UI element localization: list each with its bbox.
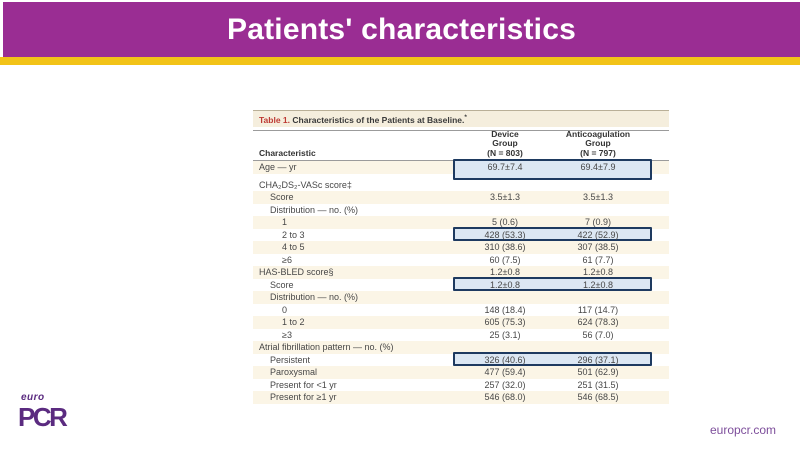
row-label: 1 bbox=[282, 217, 288, 228]
row-label: Age — yr bbox=[259, 162, 297, 173]
logo-pcr-text: PCR bbox=[18, 402, 68, 432]
table-row: Atrial fibrillation pattern — no. (%) bbox=[253, 341, 669, 354]
device-group-value: 310 (38.6) bbox=[484, 242, 526, 253]
table-row: Age — yr 69.7±7.4 69.4±7.9 bbox=[253, 159, 669, 180]
row-label: Distribution — no. (%) bbox=[270, 204, 359, 215]
device-group-value: 1.2±0.8 bbox=[490, 279, 520, 290]
highlight-box bbox=[453, 351, 652, 366]
table-row: Distribution — no. (%) bbox=[253, 291, 669, 304]
table-row: ≥3 25 (3.1) 56 (7.0) bbox=[253, 329, 669, 342]
title-banner: Patients' characteristics bbox=[3, 2, 800, 57]
slide-title: Patients' characteristics bbox=[227, 12, 576, 46]
anticoagulation-group-value: 117 (14.7) bbox=[577, 304, 619, 315]
row-label: CHA₂DS₂-VASc score‡ bbox=[259, 179, 352, 190]
anticoagulation-group-value: 501 (62.9) bbox=[577, 367, 619, 378]
row-label: Score bbox=[270, 192, 294, 203]
highlight-box bbox=[453, 276, 652, 291]
table-label: Table 1. bbox=[259, 114, 291, 125]
table-row: CHA₂DS₂-VASc score‡ bbox=[253, 179, 669, 192]
characteristic-header: Characteristic bbox=[259, 148, 316, 158]
highlight-box bbox=[453, 226, 652, 241]
table-row: 1 5 (0.6) 7 (0.9) bbox=[253, 216, 669, 229]
device-group-value: 326 (40.6) bbox=[484, 354, 526, 365]
row-label: HAS-BLED score§ bbox=[259, 267, 334, 278]
anticoagulation-group-value: 624 (78.3) bbox=[577, 317, 619, 328]
device-group-value: 257 (32.0) bbox=[484, 379, 526, 390]
europcr-logo: euro PCR bbox=[18, 392, 68, 432]
row-label: ≥3 bbox=[282, 329, 292, 340]
row-label: Present for ≥1 yr bbox=[270, 392, 337, 403]
device-group-value: 60 (7.5) bbox=[489, 254, 521, 265]
footnote-marker: * bbox=[464, 114, 467, 121]
table-row: 0 148 (18.4) 117 (14.7) bbox=[253, 304, 669, 317]
baseline-characteristics-table: Table 1. Characteristics of the Patients… bbox=[253, 110, 669, 404]
row-label: 4 to 5 bbox=[282, 242, 305, 253]
table-row: 2 to 3 428 (53.3) 422 (52.9) bbox=[253, 226, 669, 242]
row-label: 2 to 3 bbox=[282, 229, 305, 240]
table-title-bar: Table 1. Characteristics of the Patients… bbox=[253, 110, 669, 127]
table-row: Distribution — no. (%) bbox=[253, 204, 669, 217]
table-row: Paroxysmal 477 (59.4) 501 (62.9) bbox=[253, 366, 669, 379]
device-group-value: 1.2±0.8 bbox=[490, 267, 520, 278]
anticoagulation-group-value: 61 (7.7) bbox=[582, 254, 614, 265]
anticoagulation-group-value: 546 (68.5) bbox=[577, 392, 619, 403]
anticoagulation-group-value: 296 (37.1) bbox=[577, 354, 619, 365]
row-label: Paroxysmal bbox=[270, 367, 318, 378]
table-row: Present for ≥1 yr 546 (68.0) 546 (68.5) bbox=[253, 391, 669, 404]
row-label: Persistent bbox=[270, 354, 311, 365]
device-group-value: 546 (68.0) bbox=[484, 392, 526, 403]
device-group-value: 148 (18.4) bbox=[484, 304, 526, 315]
table-title: Characteristics of the Patients at Basel… bbox=[290, 114, 465, 125]
device-group-value: 477 (59.4) bbox=[484, 367, 526, 378]
row-label: ≥6 bbox=[282, 254, 292, 265]
row-label: 1 to 2 bbox=[282, 317, 305, 328]
europcr-website-link[interactable]: europcr.com bbox=[709, 423, 776, 437]
table-row: Score 3.5±1.3 3.5±1.3 bbox=[253, 191, 669, 204]
table-body: Age — yr 69.7±7.4 69.4±7.9 CHA₂DS₂-VASc sco… bbox=[253, 159, 669, 404]
anticoagulation-group-value: 56 (7.0) bbox=[582, 329, 614, 340]
table-row: Present for <1 yr 257 (32.0) 251 (31.5) bbox=[253, 379, 669, 392]
device-group-value: 69.7±7.4 bbox=[487, 162, 523, 173]
logo-euro-text: euro bbox=[21, 392, 45, 403]
device-group-value: 605 (75.3) bbox=[484, 317, 526, 328]
table-row: HAS-BLED score§ 1.2±0.8 1.2±0.8 bbox=[253, 266, 669, 279]
table-row: Persistent 326 (40.6) 296 (37.1) bbox=[253, 351, 669, 367]
table-header: Characteristic Device Group (N = 803) An… bbox=[253, 128, 669, 161]
anticoagulation-group-value: 422 (52.9) bbox=[577, 229, 619, 240]
anticoagulation-group-value: 1.2±0.8 bbox=[583, 279, 613, 290]
device-group-value: 428 (53.3) bbox=[484, 229, 526, 240]
anticoagulation-group-value: 3.5±1.3 bbox=[583, 192, 613, 203]
table-row: 4 to 5 310 (38.6) 307 (38.5) bbox=[253, 241, 669, 254]
anticoagulation-group-value: 7 (0.9) bbox=[584, 217, 611, 228]
row-label: Distribution — no. (%) bbox=[270, 292, 359, 303]
anticoagulation-group-value: 251 (31.5) bbox=[577, 379, 619, 390]
row-label: Present for <1 yr bbox=[270, 379, 337, 390]
device-group-header: Device Group (N = 803) bbox=[487, 128, 523, 158]
anticoagulation-group-value: 69.4±7.9 bbox=[580, 162, 616, 173]
device-group-value: 3.5±1.3 bbox=[490, 192, 520, 203]
anticoagulation-group-header: Anticoagulation Group (N = 797) bbox=[565, 128, 631, 158]
row-label: Atrial fibrillation pattern — no. (%) bbox=[259, 342, 394, 353]
table-row: ≥6 60 (7.5) 61 (7.7) bbox=[253, 254, 669, 267]
highlight-box bbox=[453, 159, 652, 180]
row-label: Score bbox=[270, 279, 294, 290]
table-row: 1 to 2 605 (75.3) 624 (78.3) bbox=[253, 316, 669, 329]
row-label: 0 bbox=[282, 304, 288, 315]
anticoagulation-group-value: 307 (38.5) bbox=[577, 242, 619, 253]
accent-stripe bbox=[0, 57, 800, 65]
device-group-value: 5 (0.6) bbox=[491, 217, 518, 228]
anticoagulation-group-value: 1.2±0.8 bbox=[583, 267, 613, 278]
table-row: Score 1.2±0.8 1.2±0.8 bbox=[253, 276, 669, 292]
device-group-value: 25 (3.1) bbox=[489, 329, 521, 340]
